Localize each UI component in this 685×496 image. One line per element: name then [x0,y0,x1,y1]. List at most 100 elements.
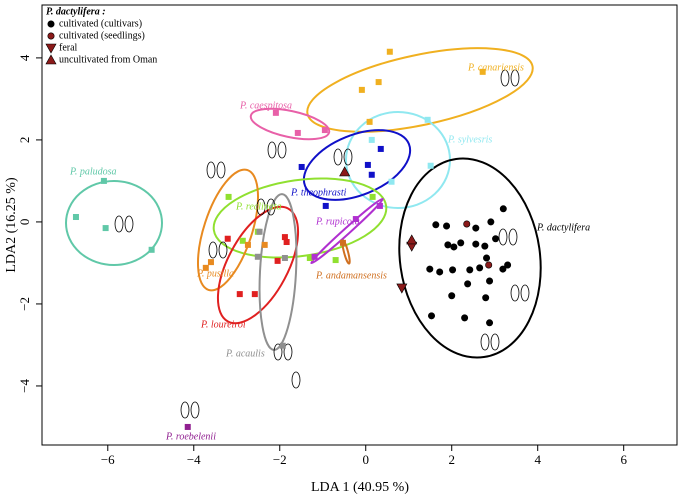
point [279,342,286,349]
point [322,202,329,209]
point [424,116,431,123]
group-label: P. canariensis [467,62,524,73]
point [448,292,456,300]
point [272,109,279,116]
point [461,314,469,322]
seed [180,401,190,419]
seed [216,161,226,179]
point [148,246,155,253]
x-tick-label: −2 [273,452,287,467]
ellipse [306,47,534,133]
point [369,193,376,200]
seed [333,148,343,166]
group-label: P. caespitosa [239,100,292,111]
seed-icons [114,69,530,419]
point [100,177,107,184]
point [464,280,472,288]
point [432,221,440,229]
point [283,239,290,246]
y-tick-label: −2 [17,297,32,311]
group-label: P. rupicola [315,216,360,227]
legend-marker [45,54,57,65]
group-label: P. paludosa [69,166,117,177]
seed [490,333,500,351]
point [368,136,375,143]
seed [498,228,508,246]
x-tick-label: 4 [534,452,541,467]
point [472,224,480,232]
point [294,129,301,136]
point [396,283,408,294]
legend-title: P. dactylifera : [46,6,106,17]
point [388,178,395,185]
point [499,265,507,273]
point [358,86,365,93]
point [254,253,261,260]
ellipse [65,180,163,266]
seed [508,228,518,246]
point [102,225,109,232]
seed [480,333,490,351]
seed [291,371,301,389]
point [443,222,451,230]
point [364,161,371,168]
point [311,253,318,260]
seed [343,148,353,166]
point [485,261,493,269]
group-label: P. pusilla [196,268,234,279]
seed [500,69,510,87]
group-label: P. andamansensis [315,270,387,281]
group-label: P. acaulis [225,348,265,359]
y-tick-label: 4 [17,54,32,61]
seed [283,343,293,361]
seed [256,198,266,216]
x-tick-label: −6 [101,452,115,467]
point [256,228,263,235]
seed [218,241,228,259]
plot-frame [41,4,678,446]
point [481,242,489,250]
point [298,163,305,170]
point [274,257,281,264]
seed [510,284,520,302]
group-label: P. loureiroi [200,319,246,330]
seed [190,401,200,419]
ellipse [398,157,542,359]
x-tick-label: 0 [362,452,369,467]
seed [208,241,218,259]
x-tick-label: −4 [187,452,201,467]
point [261,241,268,248]
point [368,171,375,178]
seed [124,215,134,233]
point [184,423,191,430]
point [339,239,346,246]
point [321,127,328,134]
seed [114,215,124,233]
point [236,291,243,298]
point [450,243,458,251]
ellipse [310,197,384,265]
group-label: P. sylvesris [447,134,492,145]
legend-label: feral [59,42,78,53]
point [428,312,436,320]
point [482,294,490,302]
seed [520,284,530,302]
point [366,118,373,125]
seed [277,141,287,159]
point [449,266,457,274]
point [202,264,209,271]
y-axis-title: LDA2 (16.25 %) [4,177,19,273]
ellipse [212,177,388,259]
point [466,266,474,274]
seed [273,343,283,361]
seed [267,141,277,159]
point [225,193,232,200]
legend-marker [47,32,55,40]
group-label: P. roebelenii [165,431,216,442]
ellipse [196,168,260,292]
point [463,220,471,228]
y-tick-label: −4 [17,379,32,393]
point [476,264,484,272]
point [483,254,491,262]
